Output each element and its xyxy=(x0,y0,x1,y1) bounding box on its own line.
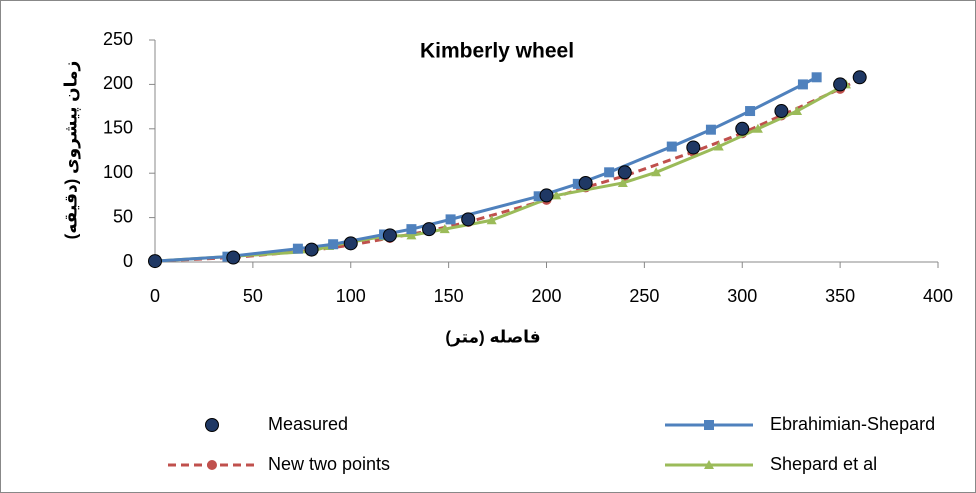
marker xyxy=(461,212,476,227)
marker xyxy=(343,236,358,251)
x-tick-label: 250 xyxy=(629,286,659,306)
marker xyxy=(735,121,750,136)
marker xyxy=(539,188,554,203)
x-tick-label: 300 xyxy=(727,286,757,306)
legend-label: Shepard et al xyxy=(770,454,877,474)
marker xyxy=(604,167,615,178)
marker xyxy=(328,239,339,250)
marker xyxy=(833,77,848,92)
marker xyxy=(439,224,450,234)
marker xyxy=(617,165,632,180)
marker xyxy=(704,460,714,469)
marker xyxy=(207,460,217,470)
marker xyxy=(852,70,867,85)
x-tick-label: 50 xyxy=(243,286,263,306)
marker xyxy=(406,224,417,235)
y-tick-label: 0 xyxy=(123,251,133,271)
marker xyxy=(713,141,724,151)
marker xyxy=(651,167,662,177)
marker xyxy=(533,191,544,202)
y-tick-label: 250 xyxy=(103,29,133,49)
marker xyxy=(292,243,303,254)
y-tick-label: 50 xyxy=(113,206,133,226)
marker xyxy=(745,106,756,117)
marker xyxy=(304,242,319,257)
marker xyxy=(486,215,497,225)
marker xyxy=(686,140,701,155)
marker xyxy=(792,106,803,116)
marker xyxy=(797,79,808,90)
x-tick-label: 150 xyxy=(434,286,464,306)
y-tick-label: 150 xyxy=(103,118,133,138)
marker xyxy=(578,175,593,190)
marker xyxy=(226,250,241,265)
x-tick-label: 400 xyxy=(923,286,953,306)
y-axis-label: زمان پیشروی (دقیقه) xyxy=(61,61,81,240)
marker xyxy=(774,104,789,119)
legend-label: New two points xyxy=(268,454,390,474)
marker xyxy=(445,214,456,225)
marker xyxy=(422,222,437,237)
x-tick-label: 100 xyxy=(336,286,366,306)
y-tick-label: 200 xyxy=(103,73,133,93)
marker xyxy=(205,418,219,432)
legend-label: Measured xyxy=(268,414,348,434)
marker xyxy=(617,177,628,187)
chart-title: Kimberly wheel xyxy=(420,40,574,63)
x-tick-label: 350 xyxy=(825,286,855,306)
marker xyxy=(148,254,162,269)
marker xyxy=(666,141,677,152)
marker xyxy=(704,420,714,430)
marker xyxy=(572,178,583,189)
x-tick-label: 0 xyxy=(150,286,160,306)
legend-label: Ebrahimian-Shepard xyxy=(770,414,935,434)
x-tick-label: 200 xyxy=(531,286,561,306)
x-axis-label: فاصله (متر) xyxy=(445,327,540,347)
y-tick-label: 100 xyxy=(103,162,133,182)
marker xyxy=(382,228,397,243)
marker xyxy=(705,124,716,135)
marker xyxy=(811,72,822,83)
marker xyxy=(551,190,562,200)
marker xyxy=(406,230,417,240)
marker xyxy=(752,123,763,133)
